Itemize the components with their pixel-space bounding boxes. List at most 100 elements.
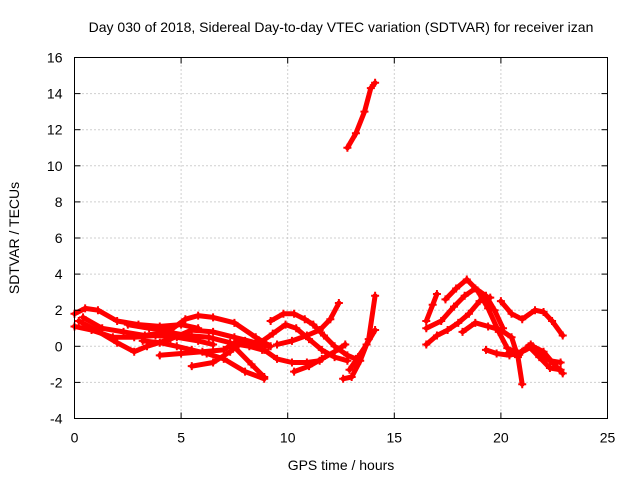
y-tick-label: 4 [55,266,63,282]
data-point [548,317,557,326]
data-point [187,362,196,371]
x-tick-label: 5 [177,430,185,446]
data-point [155,338,164,347]
data-point [234,340,243,349]
data-point [371,78,380,87]
data-point [347,372,356,381]
data-point [79,313,88,322]
data-point [166,326,175,335]
x-tick-label: 20 [493,430,509,446]
data-point [422,340,431,349]
data-point [187,326,196,335]
data-point [432,331,441,340]
y-tick-label: 14 [47,86,63,102]
data-point [300,315,309,324]
data-point [209,313,218,322]
data-point [166,335,175,344]
x-axis-label: GPS time / hours [288,457,395,473]
data-point [458,327,467,336]
data-point [281,320,290,329]
data-point [507,309,516,318]
data-point [371,326,380,335]
data-point [309,320,318,329]
data-point [422,324,431,333]
y-tick-label: 10 [47,158,63,174]
data-point [315,356,324,365]
y-tick-label: 6 [55,230,63,246]
data-point [194,311,203,320]
data-point [471,318,480,327]
data-point [366,84,375,93]
y-tick-label: 2 [55,302,63,318]
data-point [330,347,339,356]
data-point [251,333,260,342]
data-point [98,324,107,333]
data-point [317,345,326,354]
data-point [273,340,282,349]
data-point [260,374,269,383]
data-point [503,349,512,358]
data-point [279,309,288,318]
data-point [260,345,269,354]
y-axis-label: SDTVAR / TECUs [6,182,22,294]
data-point [290,367,299,376]
data-point [339,374,348,383]
data-point [443,326,452,335]
data-point [326,315,335,324]
series-arc-19 [423,286,506,331]
series-arc-4 [80,314,267,380]
data-point [556,365,565,374]
data-point [518,380,527,389]
data-point [287,358,296,367]
ticks: 0 5 10 15 20 25 -4 -2 0 2 4 6 8 10 12 14 16 [47,50,616,446]
data-point [198,347,207,356]
data-point [241,367,250,376]
data-point [558,331,567,340]
data-point [334,298,343,307]
data-point [273,354,282,363]
data-point [113,338,122,347]
data-point [354,353,363,362]
data-point [226,347,235,356]
data-point [545,356,554,365]
data-point [268,329,277,338]
y-tick-label: 0 [55,338,63,354]
data-point [123,320,132,329]
data-point [255,338,264,347]
data-point [464,309,473,318]
series-group [70,78,567,389]
data-point [140,331,149,340]
data-point [518,315,527,324]
series-arc-16 [344,80,378,151]
data-point [155,351,164,360]
series-arc-15 [347,327,378,373]
data-point [428,300,437,309]
data-point [507,333,516,342]
data-point [219,345,228,354]
series-arc-25 [526,343,564,373]
data-point [531,306,540,315]
series-arc-10 [257,322,350,364]
data-point [341,340,350,349]
data-point [81,304,90,313]
data-point [302,331,311,340]
data-point [524,342,533,351]
data-point [343,143,352,152]
data-point [177,349,186,358]
x-tick-label: 10 [280,430,296,446]
data-point [437,317,446,326]
data-point [484,304,493,313]
data-point [481,345,490,354]
data-point [496,326,505,335]
data-point [287,336,296,345]
data-point [113,317,122,326]
plot-frame [74,57,608,419]
data-point [556,358,565,367]
data-point [454,318,463,327]
data-point [545,363,554,372]
data-point [351,129,360,138]
data-point [441,295,450,304]
data-point [462,275,471,284]
data-point [496,297,505,306]
